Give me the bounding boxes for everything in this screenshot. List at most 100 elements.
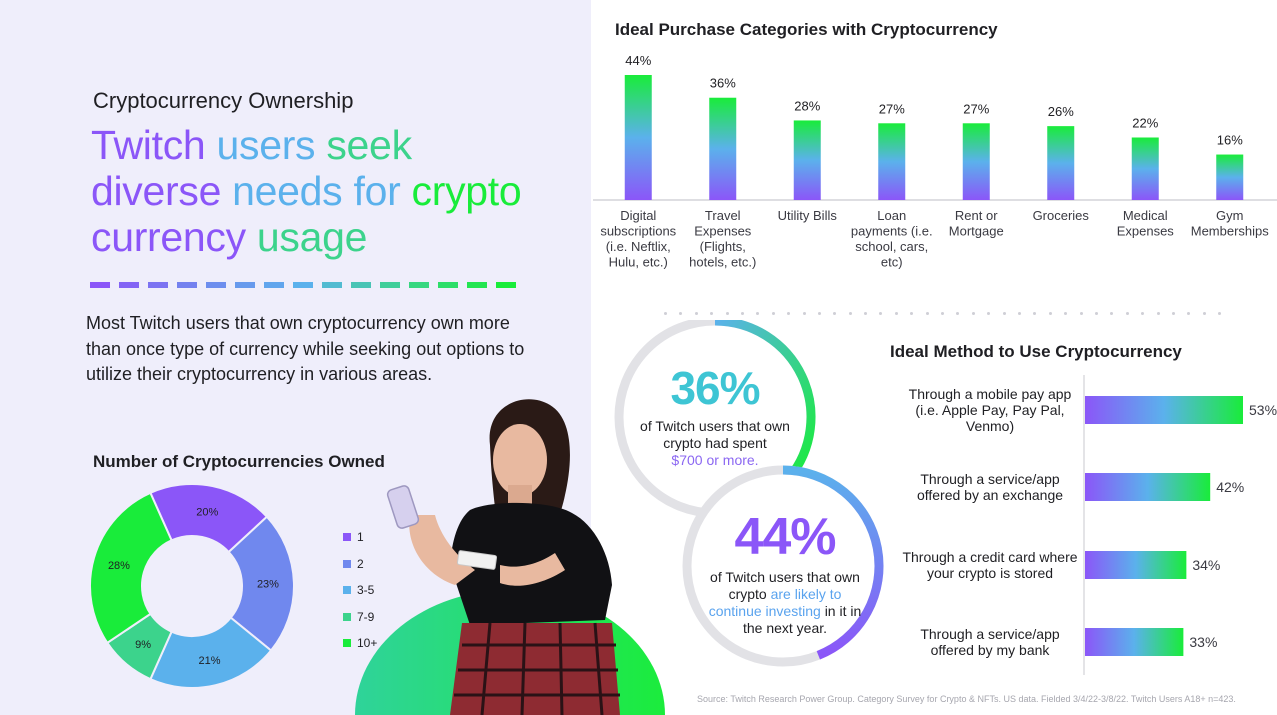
donut-legend: 1 2 3-5 7-9 10+ [343,524,377,657]
divider-dot [987,312,991,315]
donut-slice [89,491,173,645]
bar-category-label: Loan payments (i.e. school, cars, etc) [851,208,933,270]
divider-dot [1125,312,1129,315]
headline-word: currency [91,214,246,260]
stat-44-value: 44% [734,508,836,566]
divider-dash [293,282,313,288]
divider-dash [235,282,255,288]
bar [1047,126,1075,200]
divider-dot [1141,312,1145,315]
bar-category-label: Rent or Mortgage [949,208,1004,239]
divider-dash [380,282,400,288]
bar-data-label: 27% [963,101,989,116]
divider-dot [679,312,683,315]
divider-dash [264,282,284,288]
hbar [1085,473,1211,501]
lower-arm [500,553,565,586]
divider-dot [1187,312,1191,315]
donut-data-label: 23% [257,579,279,591]
legend-swatch [343,612,351,621]
hbar-data-label: 33% [1189,634,1217,650]
ring-44-progress [782,465,884,660]
divider-dot [879,312,883,315]
divider-dot [1048,312,1052,315]
divider-dot [910,312,914,315]
purchase-categories-bar-chart: 44% Digital subscriptions (i.e. Neftlix, Hul… [593,53,1277,270]
legend-item: 1 [343,524,377,551]
headline-word: usage [256,214,368,260]
stat-36-value: 36% [670,362,760,414]
divider-dot [694,312,698,315]
divider-dot [1171,312,1175,315]
divider-dash [119,282,139,288]
divider-dot [1079,312,1083,315]
phone-icon [386,485,420,529]
raised-arm [409,515,475,585]
legend-label: 1 [357,530,364,545]
divider-dash [322,282,342,288]
hbar-chart-title: Ideal Method to Use Cryptocurrency [890,342,1182,361]
bar [624,75,652,200]
divider-dot [710,312,714,315]
divider-dot [864,312,868,315]
bar-data-label: 44% [625,53,651,68]
hbar-data-label: 42% [1216,479,1244,495]
divider-dot [925,312,929,315]
divider-dot [848,312,852,315]
divider-dot [1094,312,1098,315]
stat-44-text: of Twitch users that own crypto [710,569,860,602]
headline: Twitch users seek diverse needs for cryp… [91,122,561,260]
divider-dot [833,312,837,315]
legend-swatch [343,559,351,568]
stat-rings [614,320,884,667]
divider-dot [756,312,760,315]
donut-slice [149,483,269,554]
method-hbar-chart: 53% Through a mobile pay app (i.e. Apple P… [902,375,1277,675]
bar-data-label: 26% [1048,104,1074,119]
legend-swatch [343,533,351,542]
legend-swatch [343,586,351,595]
donut-chart-title: Number of Cryptocurrencies Owned [93,452,385,471]
legend-item: 2 [343,551,377,578]
headline-word: users [216,122,316,168]
divider-dot [1033,312,1037,315]
legend-item: 3-5 [343,577,377,604]
bar-category-label: Gym Memberships [1191,208,1270,239]
bar [1216,154,1244,200]
bar-category-label: Digital subscriptions (i.e. Neftlix, Hulu, … [600,208,676,270]
shirt [450,502,612,625]
divider-dot [941,312,945,315]
divider-dash [148,282,168,288]
divider-dash [177,282,197,288]
headline-word: diverse [91,168,222,214]
divider-dot [787,312,791,315]
divider-dot [956,312,960,315]
hbar [1085,628,1184,656]
hbar-category-label: Through a service/app offered by my bank [920,626,1060,658]
legend-label: 7-9 [357,609,375,624]
bar-category-label: Medical Expenses [1117,208,1175,239]
divider-dot [1064,312,1068,315]
headline-word: Twitch [91,122,206,168]
divider-dash [467,282,487,288]
woman-with-phone-photo [355,399,665,715]
headline-word: needs [232,168,343,214]
divider-dot [771,312,775,315]
legend-label: 3-5 [357,583,375,598]
divider-dash [496,282,516,288]
section-eyebrow: Cryptocurrency Ownership [93,88,354,113]
stat-44-highlight: are likely to continue investing [708,586,842,619]
donut-slice [227,515,295,652]
bar-category-label: Utility Bills [778,208,838,223]
bar-data-label: 22% [1132,116,1158,131]
hbar-category-label: Through a credit card where your crypto i… [902,549,1077,581]
divider-dot [817,312,821,315]
headline-word: crypto [411,168,522,214]
dotted-divider [664,312,1222,315]
hbar [1085,551,1187,579]
divider-dot [740,312,744,315]
divider-dot [725,312,729,315]
donut-data-label: 20% [196,507,218,519]
divider-dot [802,312,806,315]
card [456,550,498,570]
